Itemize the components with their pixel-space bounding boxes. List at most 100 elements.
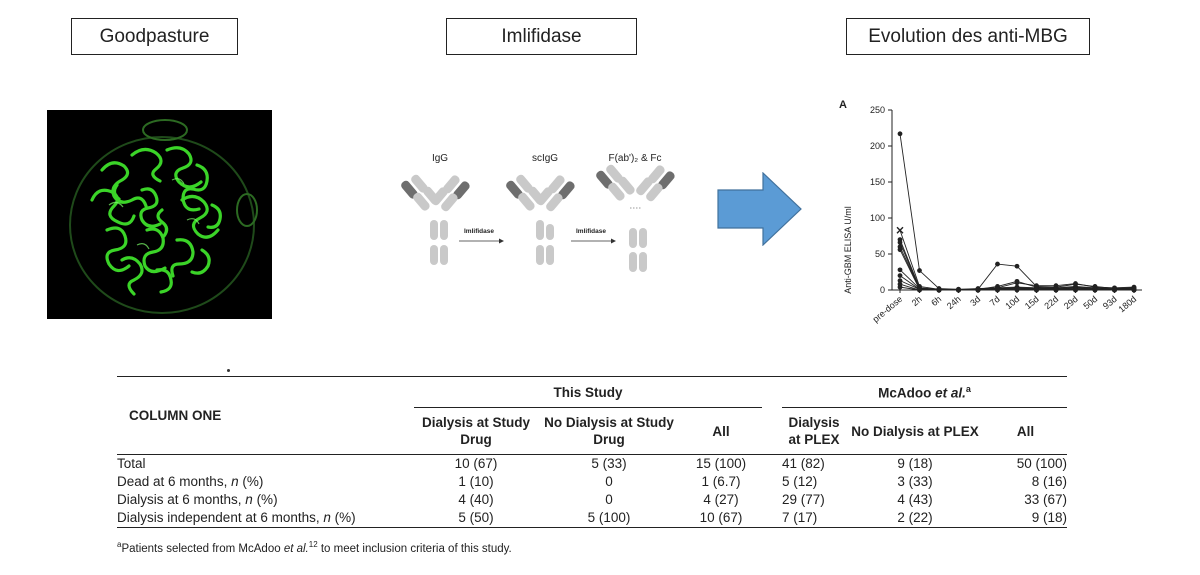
table-cell: 9 (18): [897, 456, 933, 471]
imlifidase-arrow-label-2: Imlifidase: [576, 228, 606, 235]
data-point: [1053, 287, 1059, 293]
table-cell: 3 (33): [897, 474, 933, 489]
data-point: [897, 131, 903, 137]
data-point: [1131, 287, 1137, 293]
col-dialysis-plex: Dialysis at PLEX: [788, 415, 840, 447]
col-no-dialysis-plex: No Dialysis at PLEX: [851, 423, 979, 439]
table-cell: 15 (100): [695, 456, 747, 471]
data-point: [1014, 287, 1020, 293]
imlifidase-mechanism-diagram: IgG scIgG F(ab')₂ & Fc: [401, 153, 675, 272]
panel-label: A: [839, 99, 847, 111]
data-point: [1014, 263, 1020, 269]
data-point: [1034, 287, 1039, 293]
data-point: [956, 287, 961, 293]
table-cell: 10 (67): [454, 456, 498, 471]
igg-label: IgG: [432, 153, 448, 164]
y-tick-label: 50: [875, 249, 885, 259]
table-cell: 29 (77): [782, 492, 825, 507]
row-label: Dead at 6 months, n (%): [117, 474, 264, 489]
data-point: [897, 267, 903, 273]
data-point: [1092, 287, 1098, 293]
data-point: [897, 247, 903, 253]
fc-fragment-icon: [629, 228, 647, 272]
table-row: Dead at 6 months, n (%) 1 (10) 0 1 (6.7) 5 (…: [117, 473, 1067, 491]
y-tick-label: 0: [880, 285, 885, 295]
table-cell: 1 (10): [458, 474, 494, 489]
data-point: [936, 287, 942, 293]
group-this-study: This Study: [414, 376, 762, 408]
table-cell: 50 (100): [1016, 456, 1067, 471]
table-cell: 8 (16): [1031, 474, 1067, 489]
table-cell: 5 (33): [591, 456, 627, 471]
table-cell: 5 (12): [782, 474, 818, 489]
scigg-antibody-icon: [506, 174, 575, 265]
x-tick-label: 24h: [945, 294, 963, 311]
x-tick-label: 3d: [968, 294, 982, 308]
table-cell: 5 (50): [458, 510, 494, 525]
data-point: [897, 240, 903, 245]
data-point: [917, 268, 922, 273]
y-tick-label: 150: [870, 177, 885, 187]
x-tick-label: 15d: [1023, 294, 1041, 311]
data-point: [1112, 287, 1117, 293]
outcomes-table: COLUMN ONE This Study McAdoo et al.a Dia…: [117, 376, 1067, 528]
table-cell: 2 (22): [897, 510, 933, 525]
scigg-label: scIgG: [532, 153, 558, 164]
table-cell: 9 (18): [1031, 510, 1067, 525]
anti-mbg-evolution-label: Evolution des anti-MBG: [846, 18, 1090, 55]
data-point: [896, 226, 904, 234]
table-cell: 41 (82): [782, 456, 825, 471]
col-dialysis-study-drug: Dialysis at Study Drug: [421, 415, 531, 447]
table-cell: 5 (100): [587, 510, 631, 525]
table-cell: 1 (6.7): [701, 474, 741, 489]
col-no-dialysis-study-drug: No Dialysis at Study Drug: [544, 415, 674, 447]
stray-dot: [227, 369, 230, 372]
x-tick-label: 7d: [988, 294, 1002, 308]
x-tick-label: 2h: [910, 294, 924, 308]
row-label: Dialysis independent at 6 months, n (%): [117, 510, 356, 525]
data-point: [1014, 278, 1020, 284]
table-cell: 0: [605, 474, 613, 489]
table-cell: 0: [605, 492, 613, 507]
row-label: Total: [117, 456, 146, 471]
glomerulus-immunofluorescence-image: [47, 110, 272, 319]
right-arrow-icon: [717, 172, 802, 246]
table-row: Total 10 (67) 5 (33) 15 (100) 41 (82) 9 (18) 5…: [117, 455, 1067, 474]
x-tick-label: pre-dose: [871, 294, 905, 324]
data-point: [1073, 287, 1078, 293]
y-tick-label: 100: [870, 213, 885, 223]
table-cell: 4 (27): [703, 492, 739, 507]
data-point: [897, 278, 903, 284]
igg-antibody-icon: [401, 174, 470, 265]
y-tick-label: 200: [870, 141, 885, 151]
imlifidase-arrow-label-1: Imlifidase: [464, 228, 494, 235]
stub-header: COLUMN ONE: [129, 408, 222, 423]
x-tick-label: 6h: [929, 294, 943, 308]
data-point: [995, 261, 1000, 267]
table-row: Dialysis at 6 months, n (%) 4 (40) 0 4 (27)…: [117, 491, 1067, 509]
goodpasture-label: Goodpasture: [71, 18, 238, 55]
data-point: [995, 287, 1000, 293]
table-cell: 7 (17): [782, 510, 818, 525]
fab-fragment-icon: [596, 164, 675, 209]
x-tick-label: 180d: [1117, 294, 1139, 315]
data-point: [897, 273, 903, 278]
fab-fc-label: F(ab')₂ & Fc: [608, 153, 661, 164]
data-point: [897, 284, 903, 290]
x-tick-label: 22d: [1042, 294, 1060, 311]
x-tick-label: 29d: [1062, 294, 1080, 311]
table-row: Dialysis independent at 6 months, n (%) 5…: [117, 509, 1067, 528]
x-tick-label: 50d: [1081, 294, 1099, 311]
x-tick-label: 10d: [1003, 294, 1021, 311]
table-cell: 4 (40): [458, 492, 494, 507]
table-footnote: aPatients selected from McAdoo et al.12 …: [117, 540, 512, 555]
anti-gbm-line-chart: A Anti-GBM ELISA U/ml 0 50 100 150 200 250 pre…: [839, 99, 1142, 324]
y-axis-label: Anti-GBM ELISA U/ml: [843, 206, 853, 294]
group-mcadoo: McAdoo et al.a: [782, 376, 1067, 408]
table-cell: 4 (43): [897, 492, 933, 507]
x-tick-label: 93d: [1101, 294, 1119, 311]
row-label: Dialysis at 6 months, n (%): [117, 492, 278, 507]
table-cell: 10 (67): [699, 510, 743, 525]
data-point: [975, 287, 981, 293]
y-tick-label: 250: [870, 105, 885, 115]
